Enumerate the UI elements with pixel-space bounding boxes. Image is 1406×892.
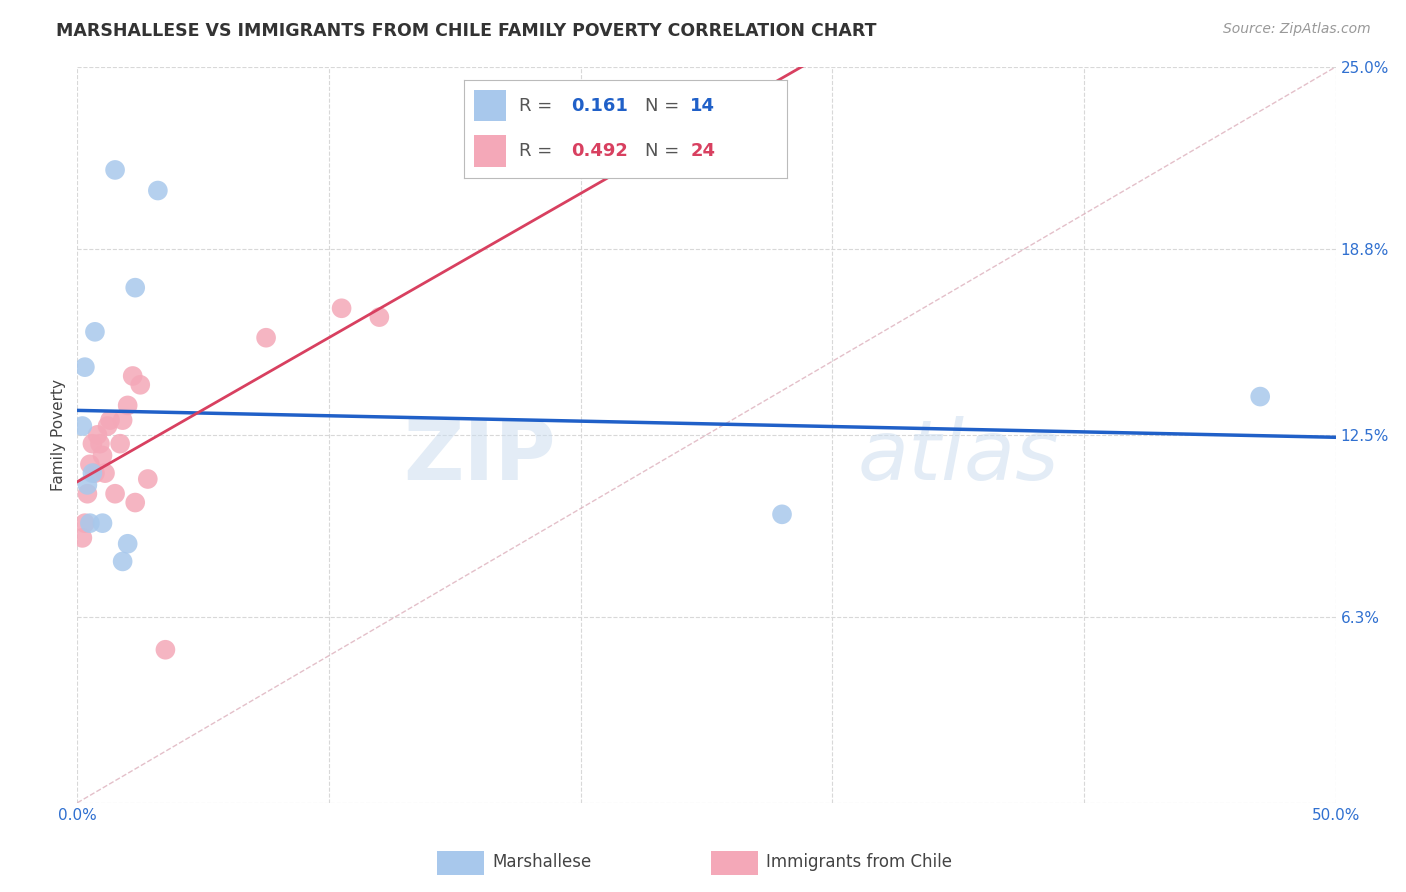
Point	[79, 458, 101, 472]
Point	[94, 466, 117, 480]
Point	[155, 642, 177, 657]
Point	[117, 398, 139, 412]
Text: Marshallese: Marshallese	[492, 853, 592, 871]
Point	[89, 436, 111, 450]
Point	[82, 436, 104, 450]
Point	[124, 281, 146, 295]
Point	[91, 516, 114, 530]
Point	[770, 508, 793, 522]
Text: 14: 14	[690, 97, 716, 115]
Text: R =: R =	[519, 97, 558, 115]
Text: 24: 24	[690, 142, 716, 160]
Point	[73, 360, 96, 375]
Text: 0.492: 0.492	[571, 142, 627, 160]
Text: Source: ZipAtlas.com: Source: ZipAtlas.com	[1223, 22, 1371, 37]
Bar	[437, 851, 484, 874]
Text: 0.161: 0.161	[571, 97, 627, 115]
Point	[121, 369, 143, 384]
Point	[111, 554, 134, 568]
Text: atlas: atlas	[858, 417, 1059, 498]
Text: MARSHALLESE VS IMMIGRANTS FROM CHILE FAMILY POVERTY CORRELATION CHART: MARSHALLESE VS IMMIGRANTS FROM CHILE FAM…	[56, 22, 877, 40]
Bar	[711, 851, 758, 874]
Text: R =: R =	[519, 142, 558, 160]
Point	[254, 331, 277, 345]
Point	[368, 310, 391, 325]
Point	[82, 466, 104, 480]
Point	[117, 537, 139, 551]
Point	[84, 325, 107, 339]
Point	[76, 487, 98, 501]
Point	[104, 487, 127, 501]
Point	[136, 472, 159, 486]
Text: ZIP: ZIP	[404, 417, 555, 498]
Point	[129, 377, 152, 392]
Point	[108, 436, 131, 450]
Point	[124, 495, 146, 509]
Point	[111, 413, 134, 427]
Point	[91, 449, 114, 463]
Point	[72, 531, 94, 545]
Text: N =: N =	[645, 142, 685, 160]
Point	[1249, 390, 1271, 404]
Text: N =: N =	[645, 97, 685, 115]
Point	[330, 301, 353, 316]
Point	[72, 419, 94, 434]
Point	[98, 413, 121, 427]
Text: Immigrants from Chile: Immigrants from Chile	[766, 853, 952, 871]
Point	[84, 466, 107, 480]
Point	[86, 428, 108, 442]
Point	[73, 516, 96, 530]
Point	[79, 516, 101, 530]
Bar	[474, 136, 506, 167]
Point	[96, 419, 118, 434]
Y-axis label: Family Poverty: Family Poverty	[51, 379, 66, 491]
Point	[104, 163, 127, 178]
Point	[146, 184, 169, 198]
Bar	[474, 90, 506, 121]
Point	[76, 478, 98, 492]
